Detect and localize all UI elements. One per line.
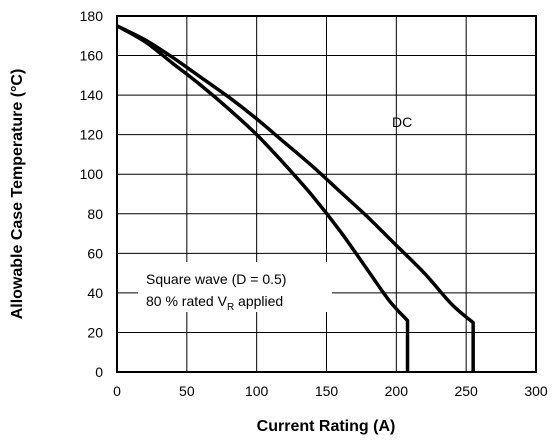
rated-voltage-subscript: R <box>227 302 234 313</box>
y-tick-label: 80 <box>87 206 103 222</box>
x-tick-label: 50 <box>179 383 195 399</box>
series-line-square-wave <box>116 24 410 372</box>
square-wave-label: Square wave (D = 0.5) <box>146 271 286 287</box>
dc-label: DC <box>392 114 412 130</box>
rated-voltage-prefix: 80 % rated V <box>146 293 228 309</box>
grid <box>117 16 536 372</box>
y-tick-label: 100 <box>80 166 104 182</box>
rated-voltage-suffix: applied <box>234 293 283 309</box>
y-tick-label: 60 <box>87 245 103 261</box>
x-tick-label: 250 <box>454 383 478 399</box>
x-tick-label: 300 <box>524 383 548 399</box>
plot-frame <box>116 15 537 373</box>
y-tick-label: 0 <box>95 364 103 380</box>
series-line-dc <box>116 24 475 372</box>
y-tick-label: 160 <box>80 48 104 64</box>
y-tick-label: 140 <box>80 87 104 103</box>
x-tick-label: 0 <box>113 383 121 399</box>
y-axis-title: Allowable Case Temperature (°C) <box>9 69 26 320</box>
annotation-box <box>138 262 332 312</box>
x-tick-label: 150 <box>315 383 339 399</box>
y-tick-labels: 0 20 40 60 80 100 120 140 160 180 <box>80 8 104 380</box>
curves <box>116 24 475 372</box>
x-tick-label: 200 <box>385 383 409 399</box>
rated-voltage-label: 80 % rated VR applied <box>146 293 283 313</box>
x-tick-labels: 0 50 100 150 200 250 300 <box>113 383 548 399</box>
x-tick-label: 100 <box>245 383 269 399</box>
x-axis-title: Current Rating (A) <box>257 418 396 435</box>
y-tick-label: 20 <box>87 324 103 340</box>
y-tick-label: 120 <box>80 127 104 143</box>
y-tick-label: 40 <box>87 285 103 301</box>
y-tick-label: 180 <box>80 8 104 24</box>
